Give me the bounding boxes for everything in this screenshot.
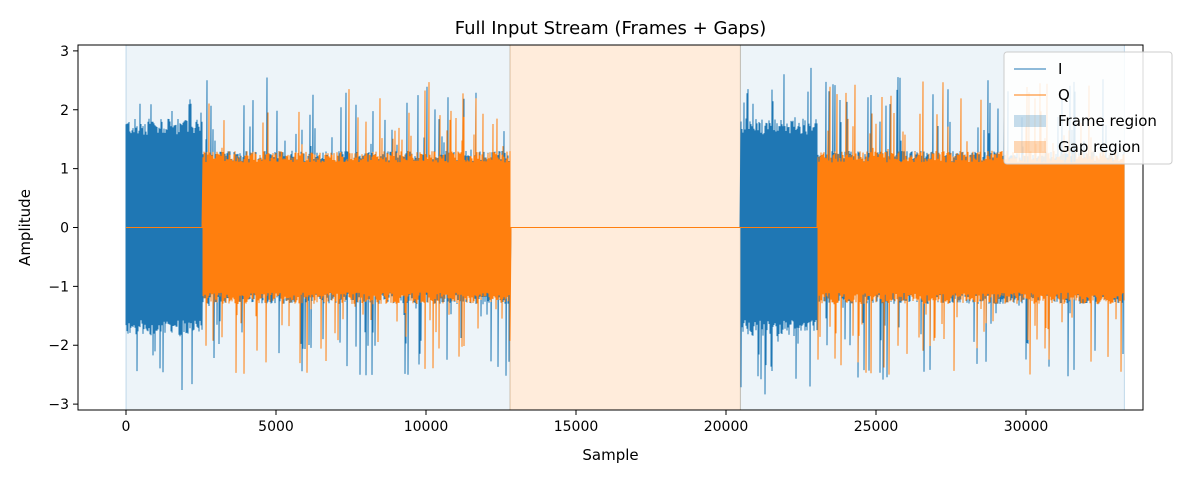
y-tick-label: −3 (48, 397, 69, 413)
y-tick-label: 1 (60, 162, 69, 178)
legend-label: Frame region (1058, 112, 1157, 130)
x-tick-label: 25000 (854, 419, 899, 435)
y-axis: −3 −2 −1 0 1 2 3 (48, 44, 78, 413)
y-tick-label: 3 (60, 44, 69, 60)
legend-label: Q (1058, 86, 1070, 104)
series-q (126, 81, 1125, 375)
x-axis: 0 5000 10000 15000 20000 25000 30000 (122, 410, 1049, 435)
legend-box (1003, 51, 1173, 165)
y-axis-label: Amplitude (16, 189, 34, 266)
y-tick-label: 2 (60, 103, 69, 119)
y-tick-label: −2 (48, 338, 69, 354)
x-axis-label: Sample (582, 446, 638, 464)
x-tick-label: 30000 (1004, 419, 1049, 435)
x-tick-label: 15000 (554, 419, 599, 435)
y-tick-label: −1 (48, 279, 69, 295)
legend-swatch (1014, 141, 1046, 153)
legend-swatch (1014, 115, 1046, 127)
chart-title: Full Input Stream (Frames + Gaps) (455, 18, 767, 39)
legend: IQ Frame region Gap region (1003, 51, 1173, 165)
series-q-line (126, 81, 1125, 375)
x-tick-label: 5000 (258, 419, 294, 435)
x-tick-label: 20000 (704, 419, 749, 435)
legend-label: I (1058, 60, 1062, 78)
x-tick-label: 10000 (404, 419, 449, 435)
y-tick-label: 0 (60, 221, 69, 237)
x-tick-label: 0 (122, 419, 131, 435)
legend-label: Gap region (1058, 138, 1141, 156)
